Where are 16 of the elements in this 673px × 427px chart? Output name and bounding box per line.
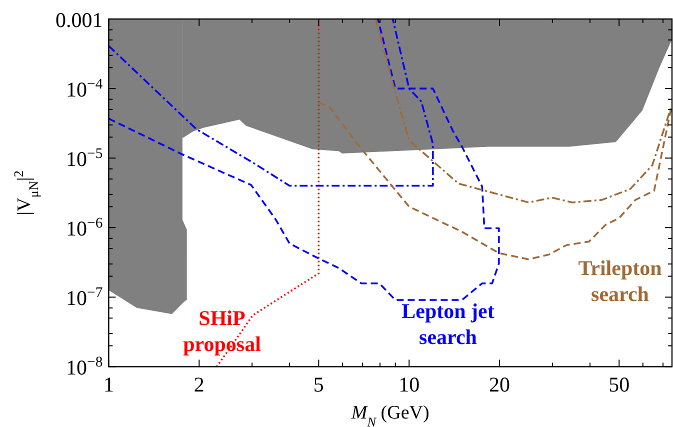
y-tick-label: 0.001 [55, 8, 103, 32]
series-label: SHiP proposal [183, 306, 262, 356]
x-tick-label: 5 [313, 372, 324, 397]
x-tick-label: 50 [608, 372, 630, 397]
series-label: Lepton jet search [402, 299, 494, 349]
x-tick-label: 1 [103, 372, 114, 397]
x-axis-title: M$_{N}$ (GeV) [350, 402, 430, 427]
x-tick-label: 2 [194, 372, 204, 397]
y-tick-label: 10$^{−6}$ [66, 216, 103, 241]
series-label: Trilepton search [578, 256, 662, 306]
y-tick-label: 10$^{−8}$ [66, 354, 103, 380]
y-tick-label: 10$^{−4}$ [66, 76, 104, 102]
x-tick-label: 10 [398, 372, 420, 397]
y-tick-label: 10$^{−5}$ [66, 146, 103, 172]
x-tick-label: 20 [489, 372, 510, 397]
y-tick-label: 10$^{−7}$ [66, 285, 103, 310]
